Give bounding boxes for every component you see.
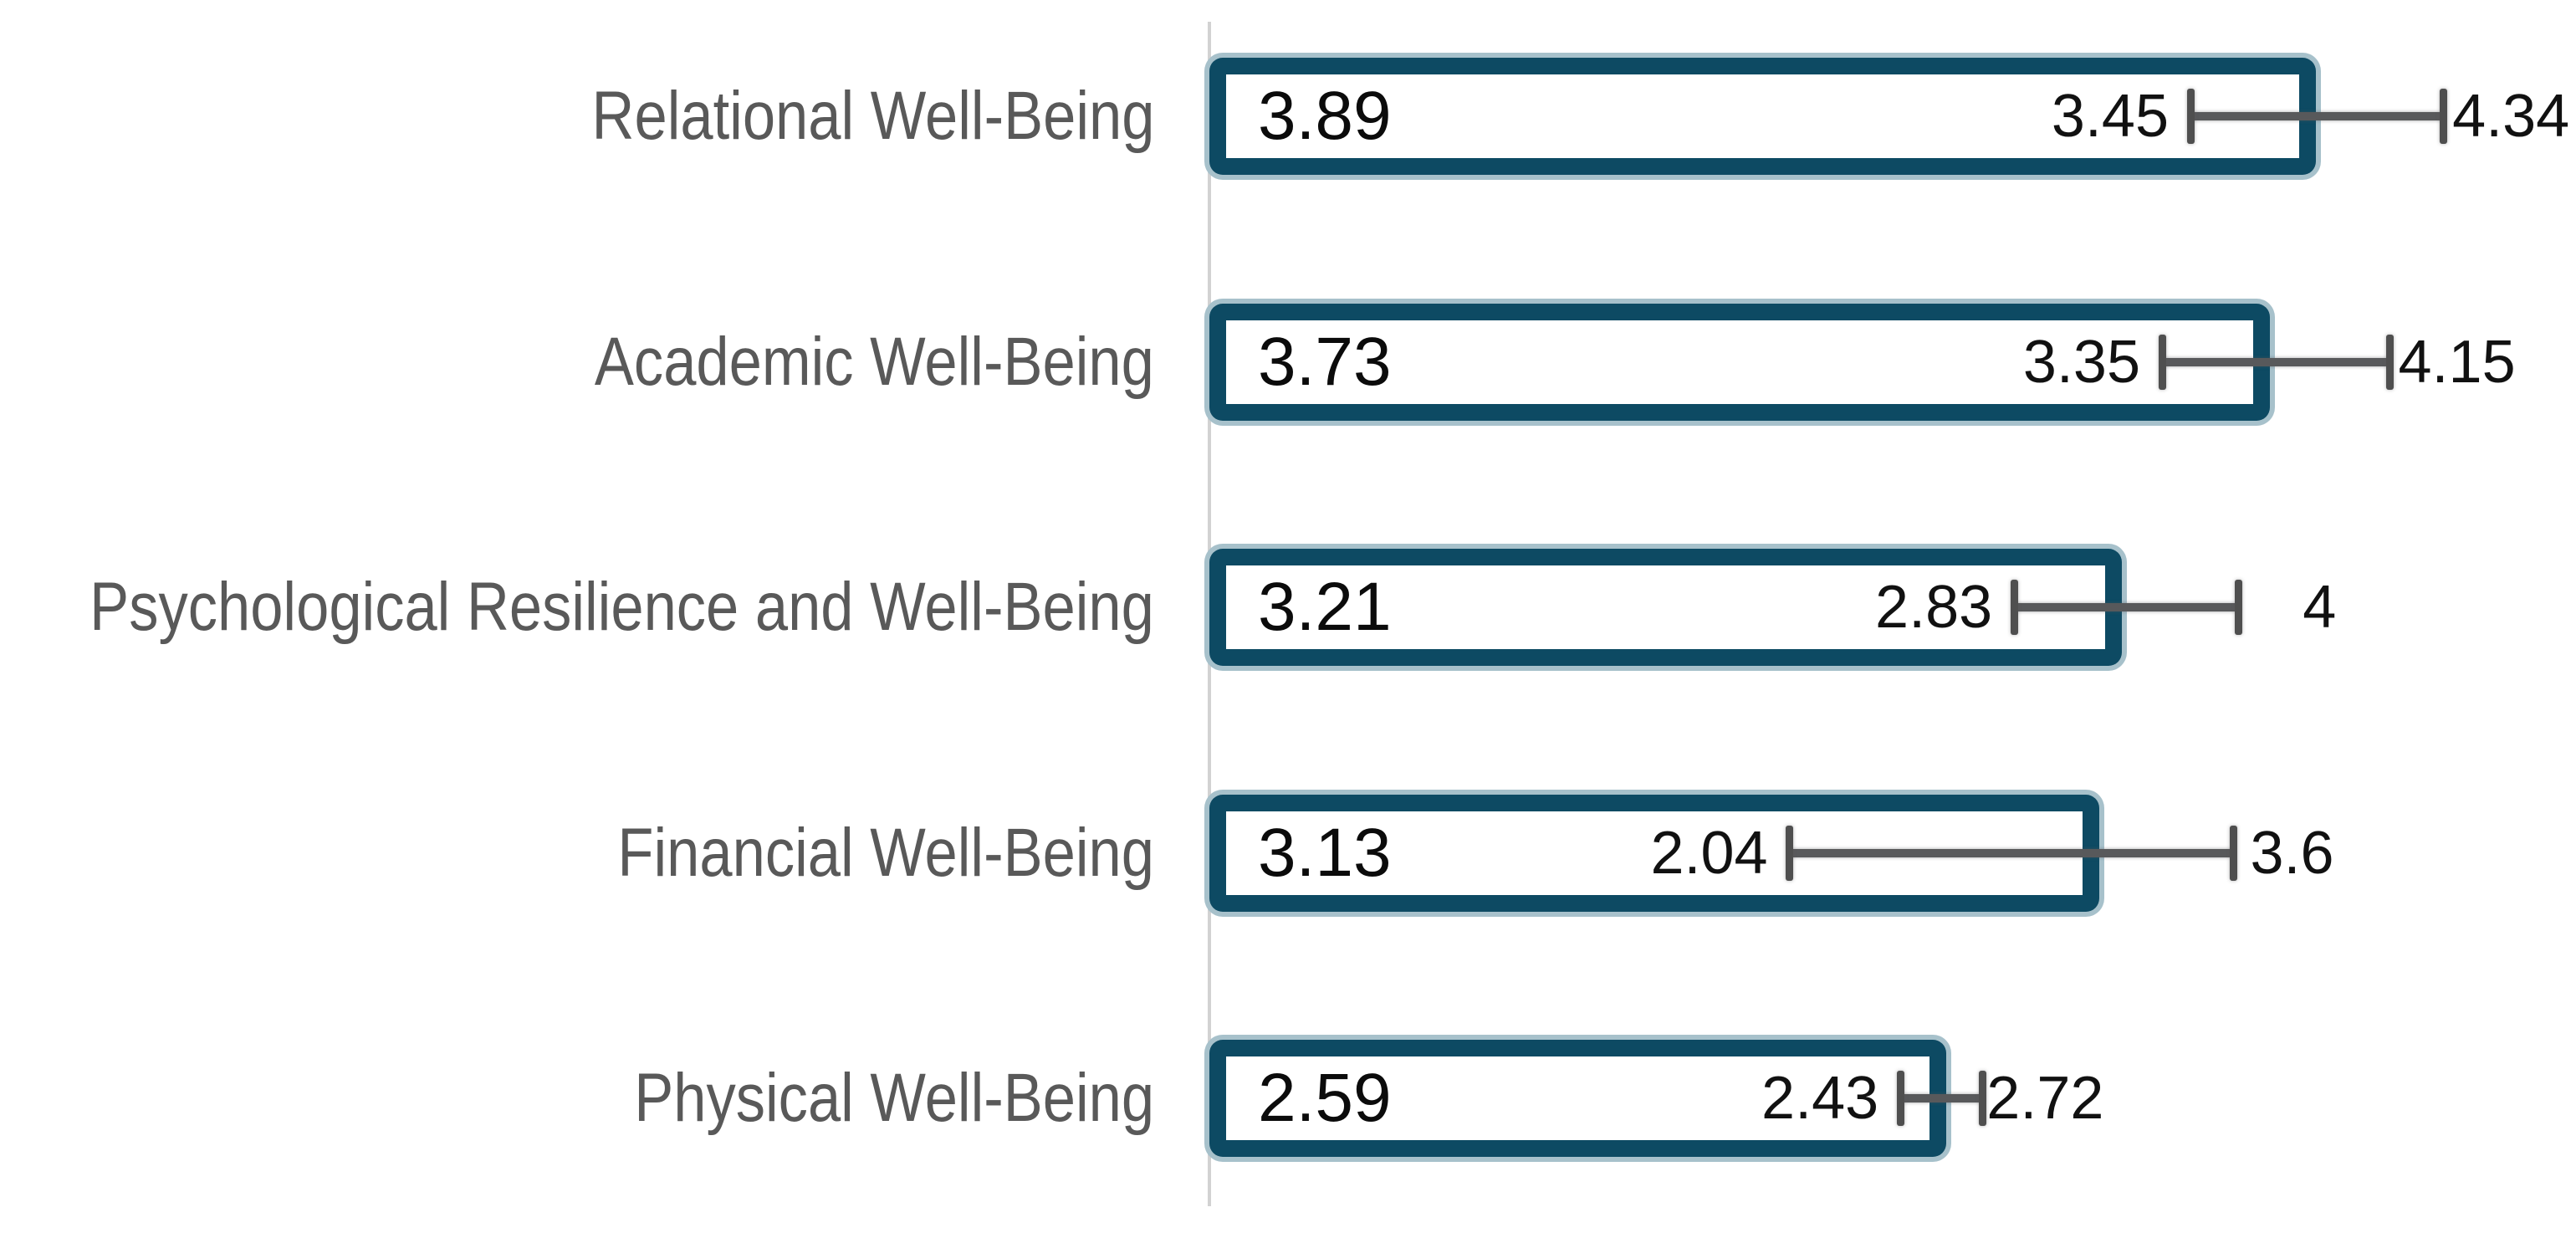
bar-value-label: 3.13 [1258,814,1392,891]
category-label: Psychological Resilience and Well-Being [89,569,1154,645]
ci-low-label: 2.04 [1650,819,1768,887]
ci-low-label: 2.83 [1875,574,1993,641]
ci-high-label: 4.34 [2452,83,2570,150]
error-bar-cap-low [2186,89,2195,144]
ci-low-label: 3.45 [2051,83,2169,150]
error-bar-line [2162,357,2389,366]
category-label: Relational Well-Being [591,78,1154,154]
error-bar-cap-low [1896,1071,1904,1126]
ci-low-label: 2.43 [1761,1065,1879,1132]
error-bar-cap-low [2158,334,2166,390]
error-bar-cap-low [2010,580,2018,635]
error-bar-cap-high [2235,580,2243,635]
bar-value-label: 2.59 [1258,1060,1392,1136]
error-bar-cap-low [1786,825,1794,881]
bar: 3.89 [1209,58,2316,175]
bar: 2.59 [1209,1040,1946,1157]
error-bar-cap-high [2229,825,2237,881]
bar-value-label: 3.21 [1258,569,1392,645]
error-bar-cap-high [2385,334,2394,390]
ci-low-label: 3.35 [2022,328,2140,396]
ci-high-label: 2.72 [1986,1065,2104,1132]
bar-value-label: 3.89 [1258,78,1392,154]
bar: 3.21 [1209,549,2123,666]
error-bar-line [1789,848,2233,857]
error-bar-cap-high [2440,89,2448,144]
bar: 3.73 [1209,303,2271,421]
category-label: Academic Well-Being [595,323,1154,400]
bar-value-label: 3.73 [1258,323,1392,400]
category-label: Physical Well-Being [634,1060,1154,1136]
error-bar-line [2014,603,2239,611]
error-bar-cap-high [1979,1071,1987,1126]
error-bar-line [2190,112,2444,120]
category-label: Financial Well-Being [617,814,1154,891]
error-bar-line [1900,1094,1983,1102]
ci-high-label: 3.6 [2250,819,2334,887]
ci-high-label: 4 [2303,574,2337,641]
ci-high-label: 4.15 [2398,328,2516,396]
